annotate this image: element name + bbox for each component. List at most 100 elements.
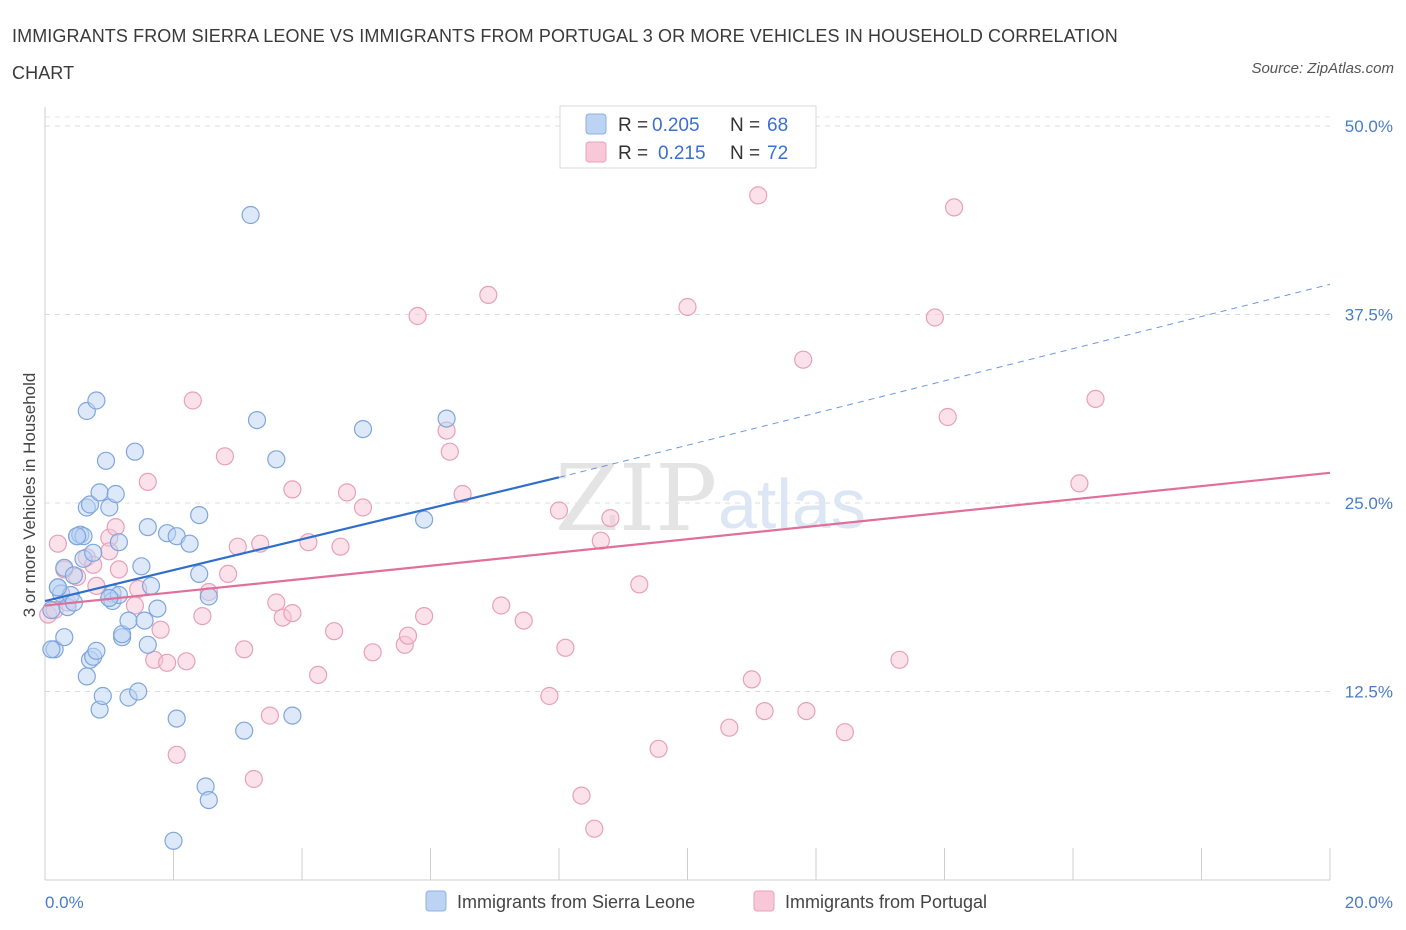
portugal-point-68	[835, 723, 855, 742]
bottom-legend: Immigrants from Sierra Leone Immigrants …	[425, 890, 987, 912]
portugal-point-50	[492, 596, 511, 615]
tick-labels: 12.5% 25.0% 37.5% 50.0% 0.0% 20.0%	[45, 117, 1393, 912]
chart-source: Source: ZipAtlas.com	[1251, 60, 1394, 77]
portugal-point-65	[755, 701, 774, 721]
portugal-point-12	[109, 560, 129, 579]
sierra-leone-point-45	[148, 599, 167, 618]
portugal-point-19	[167, 745, 186, 764]
sierra-leone-point-25	[93, 686, 112, 706]
sierra-leone-point-40	[132, 557, 151, 576]
portugal-point-70	[925, 308, 945, 327]
portugal-point-45	[415, 606, 434, 626]
portugal-point-60	[649, 739, 668, 758]
legend-r-label-1: R =	[618, 115, 648, 136]
y-tick-label-1: 25.0%	[1345, 494, 1393, 513]
portugal-point-13	[125, 596, 144, 615]
sierra-leone-point-66	[48, 578, 68, 597]
sierra-leone-point-38	[125, 442, 144, 461]
sierra-leone-point-56	[67, 527, 87, 546]
portugal-point-36	[309, 665, 328, 685]
grid	[45, 116, 1330, 692]
legend-n-value-2: 72	[767, 143, 788, 164]
sierra-leone-point-21	[87, 391, 106, 410]
bottom-legend-portugal: Immigrants from Portugal	[785, 892, 987, 912]
portugal-point-24	[215, 447, 234, 466]
sierra-leone-point-55	[199, 587, 218, 606]
sierra-leone-point-52	[190, 505, 209, 525]
sierra-leone-point-48	[164, 831, 183, 850]
sierra-leone-point-31	[106, 484, 125, 504]
portugal-trend-line	[44, 471, 1331, 607]
portugal-point-69	[890, 650, 909, 669]
sierra-leone-point-64	[437, 409, 456, 428]
axes	[44, 107, 1331, 881]
sierra-leone-point-61	[283, 706, 302, 725]
sierra-leone-point-22	[87, 641, 106, 660]
portugal-point-48	[453, 484, 472, 504]
y-tick-label-2: 37.5%	[1345, 306, 1393, 325]
sierra-leone-point-63	[415, 510, 434, 529]
portugal-point-54	[556, 638, 575, 657]
sierra-leone-point-62	[353, 420, 373, 439]
sierra-leone-point-60	[267, 450, 286, 469]
portugal-point-58	[601, 508, 620, 528]
portugal-point-18	[158, 653, 177, 672]
portugal-point-74	[1086, 389, 1105, 408]
legend-n-value-1: 68	[767, 115, 788, 136]
portugal-point-37	[325, 622, 344, 641]
x-tick-label-0: 0.0%	[45, 893, 84, 912]
portugal-point-30	[260, 706, 279, 725]
portugal-point-67	[797, 701, 816, 721]
portugal-point-38	[331, 537, 350, 556]
y-tick-label-3: 50.0%	[1345, 117, 1393, 136]
portugal-point-55	[572, 786, 591, 805]
legend-r-value-1: 0.205	[652, 115, 700, 136]
portugal-point-53	[549, 501, 569, 520]
sierra-leone-point-24	[90, 483, 109, 502]
sierra-leone-point-65	[42, 640, 61, 659]
portugal-point-51	[514, 611, 533, 630]
sierra-leone-point-42	[138, 517, 157, 537]
portugal-point-73	[1070, 474, 1089, 493]
portugal-point-63	[742, 670, 761, 689]
portugal-point-39	[337, 483, 357, 502]
legend-r-value-2: 0.215	[658, 143, 706, 164]
sierra-leone-point-18	[84, 543, 103, 562]
legend-swatch-portugal	[585, 141, 607, 163]
sierra-leone-point-59	[247, 411, 267, 430]
portugal-point-56	[585, 819, 604, 838]
sierra-leone-point-9	[64, 566, 84, 585]
bottom-legend-swatch-sierra-leone	[425, 890, 447, 912]
portugal-point-31	[267, 593, 286, 612]
sierra-leone-point-32	[109, 533, 129, 552]
sierra-leone-point-50	[180, 534, 199, 553]
portugal-point-44	[408, 306, 427, 326]
sierra-leone-point-39	[129, 682, 148, 701]
portugal-point-25	[219, 564, 238, 584]
sierra-leone-points	[42, 205, 456, 850]
portugal-point-22	[193, 606, 212, 626]
sierra-leone-point-58	[241, 205, 260, 225]
sierra-leone-point-26	[96, 451, 116, 470]
sierra-leone-point-51	[190, 564, 209, 584]
portugal-point-66	[794, 350, 813, 369]
watermark: ZIP atlas	[555, 445, 866, 552]
portugal-point-2	[48, 534, 68, 553]
portugal-point-21	[183, 391, 202, 410]
portugal-point-72	[944, 198, 964, 217]
sierra-leone-point-49	[167, 709, 186, 728]
sierra-leone-point-41	[135, 611, 154, 630]
portugal-point-11	[106, 517, 125, 537]
portugal-point-34	[283, 603, 302, 623]
portugal-point-41	[363, 643, 382, 662]
watermark-zip: ZIP	[555, 445, 717, 552]
portugal-point-8	[87, 576, 106, 596]
portugal-point-47	[440, 442, 459, 461]
portugal-point-28	[244, 769, 263, 789]
portugal-point-27	[235, 640, 254, 659]
portugal-points	[39, 186, 1105, 838]
legend-swatch-sierra-leone	[585, 113, 607, 135]
portugal-point-20	[177, 652, 196, 671]
portugal-point-40	[353, 498, 373, 517]
portugal-point-71	[938, 407, 957, 427]
